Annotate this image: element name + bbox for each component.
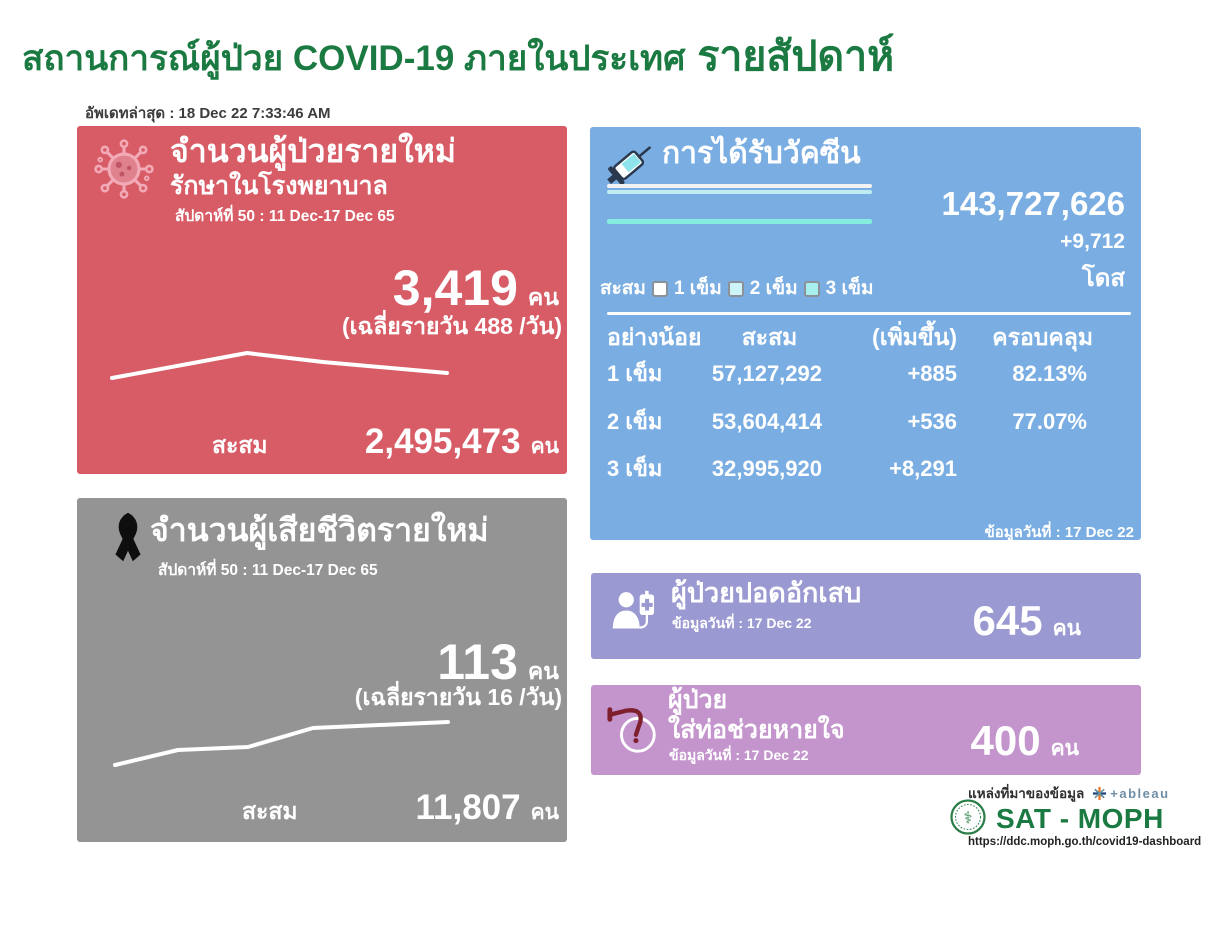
new-cases-daily-average: (เฉลี่ยรายวัน 488 /วัน)	[342, 313, 562, 339]
tableau-mark-icon	[1093, 786, 1107, 800]
dose3-legend-label: 3 เข็ม	[825, 278, 874, 299]
deaths-cumulative-unit: คน	[530, 801, 559, 824]
virus-icon	[94, 139, 154, 199]
vaccine-doses-change: +9,712	[1060, 230, 1125, 253]
dose1-coverage: 82.13%	[1012, 361, 1087, 387]
dose3-label: 3 เข็ม	[607, 456, 663, 482]
header-cumulative: สะสม	[741, 324, 798, 350]
vaccine-card: การได้รับวัคซีน 143,727,626 +9,712 โดส ส…	[590, 127, 1141, 541]
ventilator-data-date: ข้อมูลวันที่ : 17 Dec 22	[669, 747, 809, 763]
patient-iv-icon	[612, 590, 655, 629]
ventilator-unit: คน	[1050, 737, 1079, 760]
ventilator-card: ผู้ป่วย ใส่ท่อช่วยหายใจ ข้อมูลวันที่ : 1…	[591, 685, 1141, 775]
dose1-checkbox[interactable]	[651, 280, 668, 297]
new-cases-cumulative-label: สะสม	[212, 432, 268, 458]
data-source-row: แหล่งที่มาของข้อมูล +ableau	[968, 782, 1170, 804]
deaths-cumulative-number: 11,807	[415, 788, 521, 827]
intubation-icon	[607, 707, 656, 753]
new-cases-cumulative-unit: คน	[530, 435, 559, 458]
deaths-number: 113	[437, 634, 518, 690]
dose3-increase: +8,291	[889, 456, 957, 482]
dose2-legend-label: 2 เข็ม	[749, 278, 798, 299]
vaccine-bar-dose2	[607, 190, 872, 194]
table-row: 2 เข็ม 53,604,414 +536 77.07%	[607, 409, 1093, 434]
dose3-cumulative: 32,995,920	[711, 456, 822, 482]
vaccine-bar-dose3	[607, 219, 872, 224]
deaths-cumulative-value: 11,807 คน	[415, 788, 559, 828]
dose2-checkbox[interactable]	[727, 280, 744, 297]
page-title-main: สถานการณ์ผู้ป่วย COVID-19 ภายในประเทศ	[22, 39, 686, 78]
tableau-logo: +ableau	[1092, 786, 1169, 801]
deaths-unit: คน	[527, 658, 559, 684]
dose2-label: 2 เข็ม	[607, 408, 663, 434]
sat-moph-wordmark: SAT - MOPH	[996, 803, 1164, 834]
pneumonia-unit: คน	[1052, 617, 1081, 640]
pneumonia-data-date: ข้อมูลวันที่ : 17 Dec 22	[672, 615, 812, 631]
pneumonia-number: 645	[972, 597, 1043, 644]
new-cases-title: จำนวนผู้ป่วยรายใหม่	[170, 133, 456, 169]
deaths-value: 113 คน	[437, 634, 559, 692]
dose3-checkbox[interactable]	[803, 280, 820, 297]
deaths-cumulative-label: สะสม	[242, 798, 298, 824]
new-cases-cumulative-value: 2,495,473 คน	[365, 422, 559, 462]
dose3-coverage	[957, 456, 1093, 481]
vaccine-bar-dose1	[607, 184, 872, 188]
vaccine-data-date: ข้อมูลวันที่ : 17 Dec 22	[984, 524, 1134, 541]
dashboard-url[interactable]: https://ddc.moph.go.th/covid19-dashboard	[968, 836, 1202, 848]
vaccine-legend-label: สะสม	[600, 278, 646, 299]
tableau-wordmark: +ableau	[1110, 785, 1170, 801]
pneumonia-value: 645 คน	[973, 597, 1081, 645]
header-coverage: ครอบคลุม	[992, 324, 1093, 350]
dose2-cumulative: 53,604,414	[711, 408, 822, 434]
separator-line	[607, 312, 1131, 315]
black-ribbon-icon	[115, 512, 141, 562]
vaccine-doses-unit: โดส	[1081, 265, 1125, 292]
dose2-coverage: 77.07%	[1012, 408, 1087, 434]
deaths-title: จำนวนผู้เสียชีวิตรายใหม่	[150, 512, 489, 548]
dose1-cumulative: 57,127,292	[711, 361, 822, 387]
new-cases-cumulative-number: 2,495,473	[364, 422, 521, 461]
ventilator-number: 400	[970, 717, 1041, 764]
svg-text:⚕: ⚕	[963, 809, 972, 829]
ventilator-value: 400 คน	[971, 717, 1079, 765]
dose2-increase: +536	[907, 408, 957, 434]
header-at-least: อย่างน้อย	[607, 324, 702, 350]
deaths-card: จำนวนผู้เสียชีวิตรายใหม่ สัปดาห์ที่ 50 :…	[77, 498, 567, 842]
page-title: สถานการณ์ผู้ป่วย COVID-19 ภายในประเทศ ราย…	[22, 24, 894, 89]
dose1-legend-label: 1 เข็ม	[673, 278, 722, 299]
data-source-label: แหล่งที่มาของข้อมูล	[968, 786, 1085, 801]
dose1-increase: +885	[907, 361, 957, 387]
new-cases-card: จำนวนผู้ป่วยรายใหม่ รักษาในโรงพยาบาล สัป…	[77, 126, 567, 474]
dose1-label: 1 เข็ม	[607, 361, 663, 387]
header-increase: (เพิ่มขึ้น)	[872, 324, 957, 350]
deaths-daily-average: (เฉลี่ยรายวัน 16 /วัน)	[354, 684, 562, 710]
vaccine-legend: สะสม 1 เข็ม 2 เข็ม 3 เข็ม	[600, 278, 874, 300]
last-updated-text: อัพเดทล่าสุด : 18 Dec 22 7:33:46 AM	[85, 105, 331, 122]
table-row: 1 เข็ม 57,127,292 +885 82.13%	[607, 361, 1093, 386]
vaccine-total-doses: 143,727,626	[941, 185, 1125, 222]
new-cases-unit: คน	[527, 284, 559, 310]
vaccine-title: การได้รับวัคซีน	[662, 137, 861, 170]
ventilator-title-line2: ใส่ท่อช่วยหายใจ	[668, 716, 845, 744]
ventilator-title-line1: ผู้ป่วย	[668, 686, 728, 714]
pneumonia-title: ผู้ป่วยปอดอักเสบ	[671, 578, 862, 608]
page-title-weekly: รายสัปดาห์	[697, 33, 895, 79]
new-cases-week-label: สัปดาห์ที่ 50 : 11 Dec-17 Dec 65	[175, 208, 395, 225]
new-cases-subtitle: รักษาในโรงพยาบาล	[170, 172, 388, 200]
deaths-week-label: สัปดาห์ที่ 50 : 11 Dec-17 Dec 65	[158, 562, 378, 579]
moph-emblem-icon: ⚕	[950, 799, 986, 835]
syringe-icon	[607, 146, 651, 185]
pneumonia-card: ผู้ป่วยปอดอักเสบ ข้อมูลวันที่ : 17 Dec 2…	[591, 573, 1141, 659]
vaccine-table-header: อย่างน้อย สะสม (เพิ่มขึ้น) ครอบคลุม	[607, 324, 1093, 350]
vaccine-table: อย่างน้อย สะสม (เพิ่มขึ้น) ครอบคลุม 1 เข…	[607, 324, 1093, 503]
new-cases-number: 3,419	[392, 260, 518, 316]
new-cases-value: 3,419 คน	[393, 260, 559, 318]
table-row: 3 เข็ม 32,995,920 +8,291	[607, 456, 1093, 481]
